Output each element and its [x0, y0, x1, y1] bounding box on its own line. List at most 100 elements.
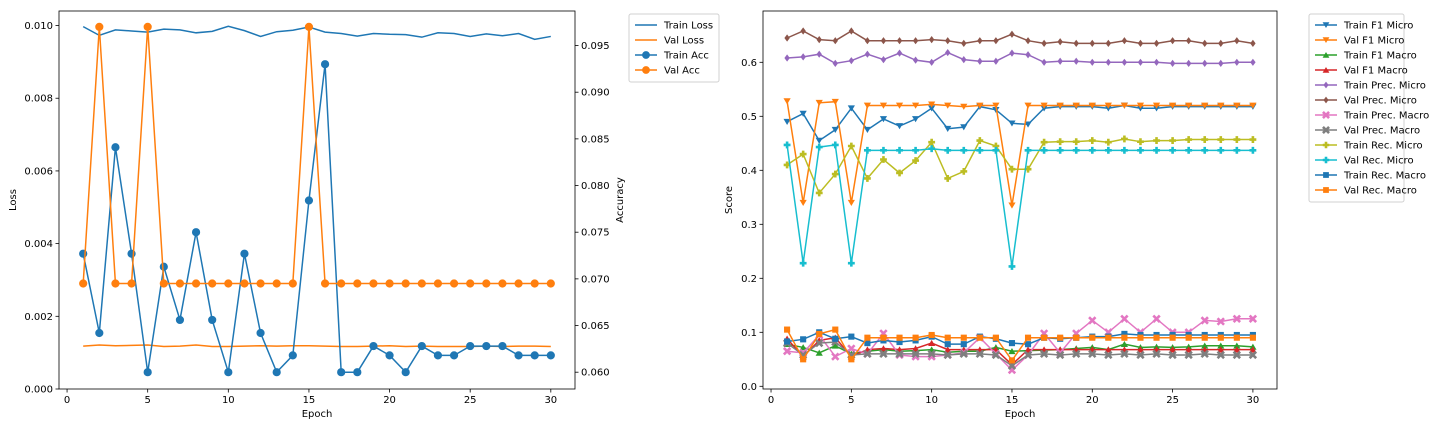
data-point — [1121, 37, 1128, 45]
data-point — [1057, 334, 1064, 341]
data-point — [482, 279, 491, 288]
data-point — [1105, 58, 1112, 66]
data-point — [1024, 341, 1032, 348]
data-point — [976, 146, 984, 154]
legend-marker — [1322, 126, 1330, 134]
data-point — [304, 196, 314, 205]
data-point — [975, 349, 985, 359]
data-point — [1073, 57, 1079, 65]
data-point — [944, 346, 952, 353]
x-tick-label: 25 — [464, 395, 477, 406]
data-point — [928, 331, 935, 339]
data-point — [127, 279, 136, 288]
data-point — [816, 330, 823, 337]
y2-tick-label: 0.090 — [581, 88, 610, 99]
data-point — [847, 199, 855, 206]
legend-marker — [1322, 141, 1330, 149]
data-point — [911, 116, 920, 123]
data-point — [880, 56, 887, 64]
legend-label: Train F1 Micro — [1343, 21, 1413, 32]
data-point — [95, 22, 104, 31]
data-point — [1088, 146, 1096, 154]
legend-marker — [1322, 66, 1330, 73]
data-point — [1120, 340, 1129, 348]
data-point — [928, 339, 936, 346]
legend-frame — [628, 13, 720, 83]
series-line-val-rec-micro — [786, 144, 1253, 267]
data-point — [800, 27, 806, 35]
series-line-train-prec-macro — [787, 317, 1253, 372]
data-point — [79, 279, 88, 288]
data-point — [928, 58, 935, 66]
y2-tick-label: 0.065 — [581, 321, 610, 332]
data-point — [1136, 102, 1145, 109]
x-tick-label: 10 — [222, 395, 235, 406]
series-line-val-prec-macro — [786, 341, 1253, 367]
data-point — [895, 349, 904, 359]
data-point — [784, 54, 790, 62]
data-point — [1120, 135, 1128, 143]
data-point — [272, 368, 281, 377]
data-point — [449, 279, 459, 288]
legend-label: Train Loss — [663, 21, 713, 32]
data-point — [1250, 39, 1256, 47]
data-point — [911, 349, 920, 359]
data-point — [945, 48, 951, 57]
data-point — [848, 333, 855, 340]
data-point — [1217, 342, 1225, 349]
data-point — [1185, 102, 1193, 109]
data-point — [944, 146, 952, 154]
data-point — [1218, 59, 1224, 67]
legend-frame — [1308, 13, 1405, 203]
data-point — [977, 37, 983, 45]
data-point — [1201, 342, 1209, 349]
data-point — [815, 349, 823, 356]
data-point — [1136, 346, 1145, 353]
data-point — [1056, 102, 1064, 109]
series-train-loss — [82, 25, 551, 41]
y2-tick-label: 0.080 — [581, 181, 610, 192]
data-point — [1153, 146, 1160, 154]
data-point — [95, 328, 104, 338]
data-point — [799, 199, 807, 206]
data-point — [1105, 334, 1112, 341]
series-train-acc — [79, 60, 555, 377]
data-point — [320, 279, 330, 288]
data-point — [401, 368, 410, 377]
data-point — [928, 101, 936, 108]
y-tick-label: 0.2 — [741, 274, 757, 285]
data-point — [256, 328, 265, 338]
data-point — [546, 279, 555, 288]
x-tick-label: 15 — [303, 395, 316, 406]
data-point — [482, 341, 491, 351]
data-point — [1120, 102, 1129, 109]
data-point — [912, 157, 920, 164]
series-line-train-f1-micro — [786, 104, 1253, 142]
data-point — [530, 351, 539, 360]
data-point — [863, 126, 872, 134]
x-tick-label: 5 — [145, 395, 151, 406]
data-point — [1201, 334, 1208, 341]
x-tick-label: 0 — [768, 395, 774, 406]
series-val-prec-macro — [782, 337, 1258, 370]
data-point — [880, 37, 887, 45]
data-point — [1232, 314, 1241, 323]
data-point — [1184, 350, 1193, 360]
data-point — [1041, 39, 1047, 47]
data-point — [799, 110, 807, 117]
series-line-train-loss — [82, 25, 551, 41]
data-point — [863, 174, 871, 182]
data-point — [353, 368, 362, 377]
data-point — [1233, 342, 1241, 349]
x-tick-label: 30 — [544, 395, 557, 406]
data-point — [1104, 138, 1112, 146]
y-tick-label: 0.0 — [741, 382, 757, 393]
data-point — [1073, 39, 1079, 47]
data-point — [433, 279, 443, 288]
series-line-train-prec-micro — [787, 51, 1253, 65]
data-point — [799, 344, 807, 351]
data-point — [896, 338, 903, 346]
data-point — [784, 34, 790, 42]
data-point — [1007, 361, 1017, 370]
data-point — [1025, 51, 1031, 59]
